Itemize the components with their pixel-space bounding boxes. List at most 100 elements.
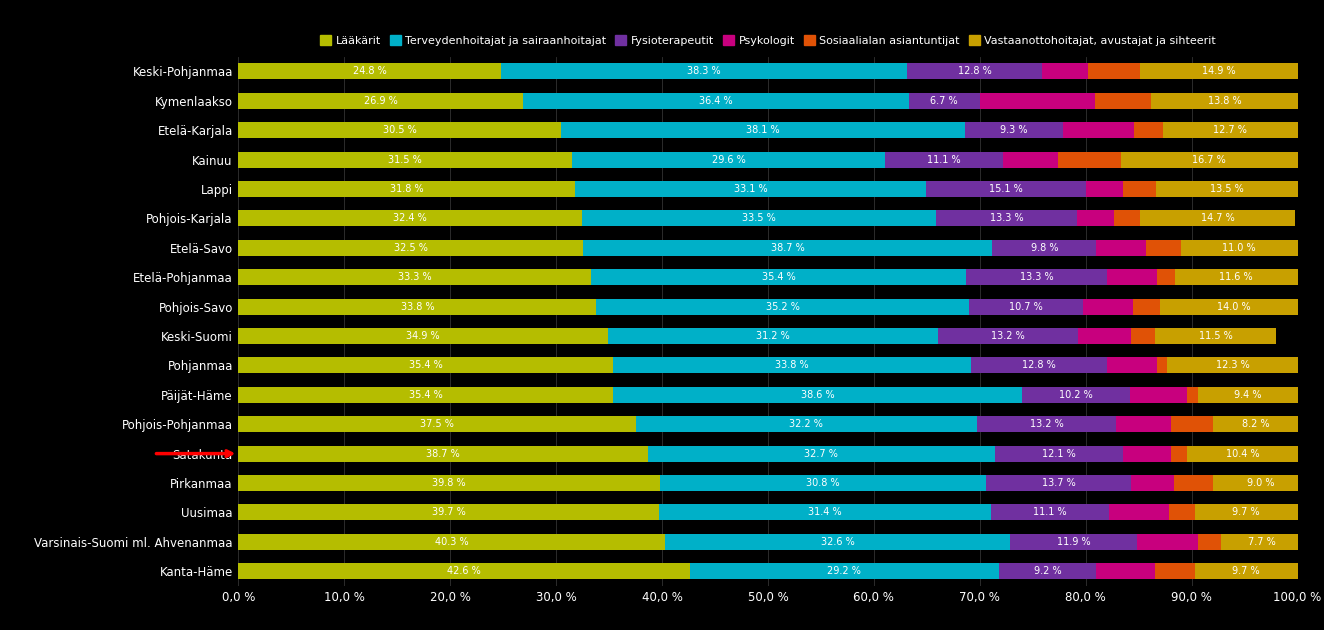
Text: 29.2 %: 29.2 % — [828, 566, 861, 576]
Bar — [1107, 269, 1157, 285]
Text: 11.1 %: 11.1 % — [1034, 507, 1067, 517]
Text: 30.5 %: 30.5 % — [383, 125, 417, 135]
Text: 35.4 %: 35.4 % — [409, 360, 442, 370]
Bar — [575, 181, 925, 197]
Text: 7.7 %: 7.7 % — [1249, 537, 1276, 547]
Bar — [1096, 563, 1155, 580]
Bar — [886, 151, 1004, 168]
Bar — [925, 181, 1086, 197]
Bar — [1086, 181, 1123, 197]
Bar — [238, 122, 561, 139]
Text: 10.7 %: 10.7 % — [1009, 302, 1043, 312]
Bar — [1157, 357, 1168, 374]
Bar — [238, 299, 596, 315]
Text: 31.2 %: 31.2 % — [756, 331, 790, 341]
Text: 14.0 %: 14.0 % — [1217, 302, 1251, 312]
Text: 11.6 %: 11.6 % — [1219, 272, 1253, 282]
Text: 38.3 %: 38.3 % — [687, 66, 720, 76]
Bar — [1135, 122, 1162, 139]
Bar — [238, 387, 613, 403]
Bar — [986, 475, 1131, 491]
Bar — [977, 416, 1116, 432]
Text: 9.2 %: 9.2 % — [1034, 566, 1062, 576]
Text: 39.7 %: 39.7 % — [432, 507, 466, 517]
Bar — [238, 445, 649, 462]
Bar — [936, 210, 1078, 227]
Text: 13.7 %: 13.7 % — [1042, 478, 1075, 488]
Bar — [967, 269, 1107, 285]
Bar — [972, 357, 1107, 374]
Bar — [238, 534, 665, 550]
Text: 11.1 %: 11.1 % — [928, 154, 961, 164]
Text: 12.3 %: 12.3 % — [1215, 360, 1250, 370]
Bar — [1140, 63, 1298, 79]
Text: 30.8 %: 30.8 % — [806, 478, 839, 488]
Bar — [908, 93, 980, 109]
Text: 38.6 %: 38.6 % — [801, 390, 834, 400]
Text: 36.4 %: 36.4 % — [699, 96, 732, 106]
Bar — [1156, 181, 1299, 197]
Bar — [1136, 534, 1198, 550]
Text: 33.3 %: 33.3 % — [399, 272, 432, 282]
Bar — [591, 269, 967, 285]
Text: 8.2 %: 8.2 % — [1242, 419, 1270, 429]
Bar — [992, 504, 1110, 520]
Text: 12.7 %: 12.7 % — [1213, 125, 1247, 135]
Bar — [1152, 93, 1298, 109]
Bar — [636, 416, 977, 432]
Text: 14.9 %: 14.9 % — [1202, 66, 1235, 76]
Bar — [994, 445, 1123, 462]
Text: 9.7 %: 9.7 % — [1233, 566, 1260, 576]
Text: 9.4 %: 9.4 % — [1234, 390, 1262, 400]
Bar — [1004, 151, 1058, 168]
Bar — [1213, 416, 1300, 432]
Bar — [1116, 416, 1172, 432]
Bar — [572, 151, 886, 168]
Text: 12.1 %: 12.1 % — [1042, 449, 1075, 459]
Bar — [1107, 357, 1157, 374]
Text: 32.5 %: 32.5 % — [393, 243, 428, 253]
Text: 13.3 %: 13.3 % — [990, 214, 1023, 224]
Bar — [1198, 387, 1298, 403]
Bar — [1169, 504, 1194, 520]
Text: 32.2 %: 32.2 % — [789, 419, 824, 429]
Bar — [1123, 181, 1156, 197]
Text: 9.7 %: 9.7 % — [1233, 507, 1260, 517]
Bar — [665, 534, 1010, 550]
Bar — [1155, 563, 1194, 580]
Bar — [939, 328, 1078, 344]
Bar — [238, 63, 500, 79]
Text: 33.5 %: 33.5 % — [741, 214, 776, 224]
Text: 35.4 %: 35.4 % — [761, 272, 796, 282]
Bar — [613, 357, 972, 374]
Bar — [1168, 357, 1298, 374]
Text: 6.7 %: 6.7 % — [931, 96, 959, 106]
Bar — [1172, 416, 1213, 432]
Bar — [238, 93, 523, 109]
Bar — [238, 240, 583, 256]
Bar — [1198, 534, 1221, 550]
Text: 13.8 %: 13.8 % — [1207, 96, 1241, 106]
Text: 40.3 %: 40.3 % — [436, 537, 469, 547]
Bar — [1123, 445, 1172, 462]
Text: 38.7 %: 38.7 % — [426, 449, 461, 459]
Bar — [993, 240, 1096, 256]
Bar — [581, 210, 936, 227]
Text: 13.2 %: 13.2 % — [992, 331, 1025, 341]
Text: 31.8 %: 31.8 % — [391, 184, 424, 194]
Bar — [1120, 151, 1298, 168]
Text: 42.6 %: 42.6 % — [448, 566, 481, 576]
Bar — [1213, 475, 1308, 491]
Bar — [1078, 328, 1131, 344]
Bar — [608, 328, 939, 344]
Bar — [596, 299, 969, 315]
Text: 37.5 %: 37.5 % — [420, 419, 454, 429]
Text: 38.1 %: 38.1 % — [747, 125, 780, 135]
Bar — [1221, 534, 1303, 550]
Text: 13.2 %: 13.2 % — [1030, 419, 1063, 429]
Bar — [690, 563, 998, 580]
Bar — [583, 240, 993, 256]
Text: 9.3 %: 9.3 % — [1001, 125, 1027, 135]
Text: 39.8 %: 39.8 % — [433, 478, 466, 488]
Bar — [1140, 210, 1295, 227]
